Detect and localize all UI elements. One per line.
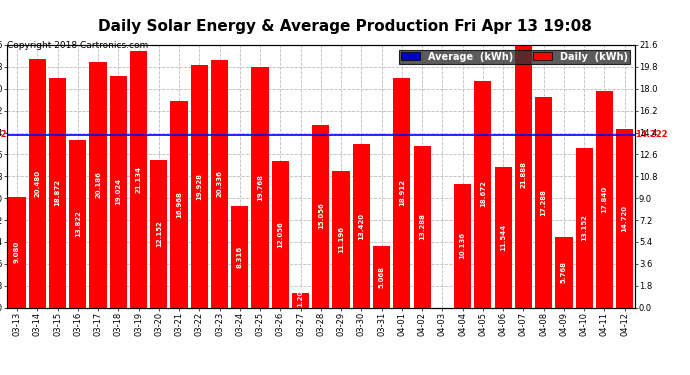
Text: Daily Solar Energy & Average Production Fri Apr 13 19:08: Daily Solar Energy & Average Production … [98,19,592,34]
Text: 18.872: 18.872 [55,179,61,206]
Text: 9.080: 9.080 [14,241,20,264]
Bar [495,167,512,308]
Bar [474,81,491,308]
Text: 20.336: 20.336 [217,171,223,197]
Bar [595,91,613,308]
Bar [110,76,127,308]
Legend: Average  (kWh), Daily  (kWh): Average (kWh), Daily (kWh) [399,50,630,64]
Text: 19.768: 19.768 [257,174,263,201]
Text: 8.316: 8.316 [237,246,243,268]
Bar [313,124,329,308]
Bar [29,58,46,308]
Text: 13.822: 13.822 [75,210,81,237]
Bar [555,237,573,308]
Text: 1.208: 1.208 [297,285,304,307]
Text: 14.222: 14.222 [0,130,7,139]
Text: 14.222: 14.222 [635,130,667,139]
Bar [373,246,391,308]
Bar [170,101,188,308]
Text: 18.912: 18.912 [399,179,405,206]
Bar [150,160,168,308]
Text: 17.288: 17.288 [541,189,546,216]
Bar [616,129,633,308]
Bar [515,42,532,308]
Bar [353,144,370,308]
Bar [575,148,593,308]
Bar [454,184,471,308]
Text: 11.544: 11.544 [500,224,506,251]
Text: 5.068: 5.068 [379,266,384,288]
Text: 10.136: 10.136 [460,232,466,260]
Text: 13.152: 13.152 [581,214,587,241]
Bar [231,206,248,308]
Text: 15.056: 15.056 [318,202,324,229]
Text: 19.928: 19.928 [197,173,202,200]
Text: 12.152: 12.152 [156,220,162,247]
Bar [292,293,309,308]
Text: Copyright 2018 Cartronics.com: Copyright 2018 Cartronics.com [7,41,148,50]
Bar [333,171,350,308]
Bar [69,140,86,308]
Text: 20.480: 20.480 [34,170,40,196]
Bar [211,60,228,308]
Text: 5.768: 5.768 [561,261,567,284]
Text: 13.288: 13.288 [419,213,425,240]
Text: 17.840: 17.840 [602,186,607,213]
Bar [90,62,107,308]
Text: 20.186: 20.186 [95,171,101,198]
Text: 13.420: 13.420 [358,212,364,240]
Bar [272,161,289,308]
Bar [49,78,66,308]
Text: 19.024: 19.024 [115,178,121,206]
Bar [413,146,431,308]
Text: 16.968: 16.968 [176,191,182,218]
Bar [393,78,411,308]
Text: 14.720: 14.720 [622,204,628,232]
Text: 18.672: 18.672 [480,181,486,207]
Text: 11.196: 11.196 [338,226,344,253]
Bar [251,67,268,308]
Text: 21.888: 21.888 [520,161,526,188]
Text: 12.056: 12.056 [277,221,284,248]
Text: 21.134: 21.134 [135,165,141,193]
Bar [8,197,26,308]
Bar [190,65,208,308]
Bar [130,51,147,308]
Bar [535,98,552,308]
